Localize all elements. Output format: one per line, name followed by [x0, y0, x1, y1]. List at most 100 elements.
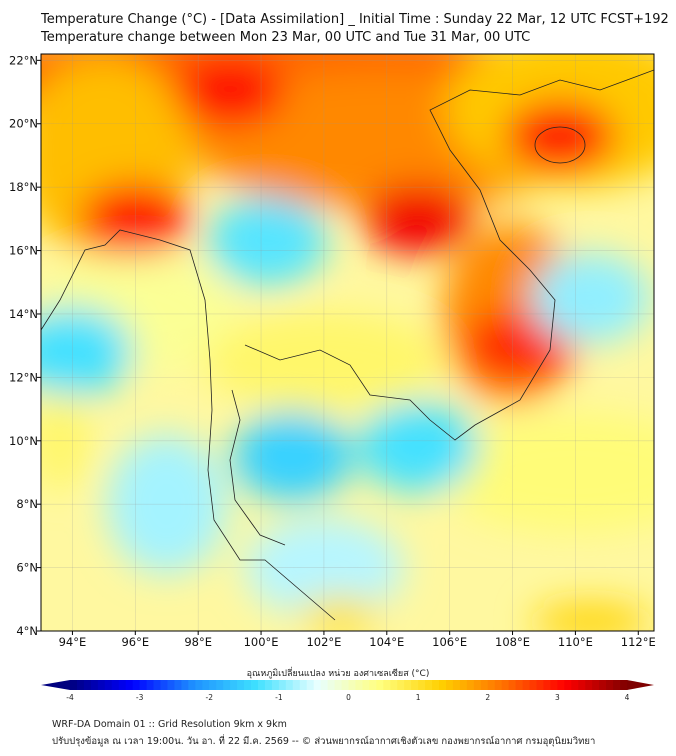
- colorbar-swatch: [278, 680, 287, 690]
- colorbar-swatch: [362, 680, 370, 690]
- field-feature: [463, 310, 574, 381]
- footer-model-info: WRF-DA Domain 01 :: Grid Resolution 9km …: [52, 719, 287, 730]
- colorbar-swatch: [83, 680, 92, 690]
- colorbar-swatch: [571, 680, 579, 690]
- colorbar-label: อุณหภูมิเปลี่ยนแปลง หน่วย องศาเซลเซียส (…: [246, 669, 430, 679]
- field-feature: [207, 196, 328, 287]
- colorbar-min-arrow: [41, 680, 70, 690]
- colorbar-swatch: [202, 680, 210, 690]
- colorbar-swatch: [550, 680, 558, 690]
- colorbar-tick-label: 4: [625, 693, 630, 702]
- field-blobs: [41, 54, 654, 631]
- colorbar-max-arrow: [627, 680, 654, 690]
- colorbar: [41, 680, 654, 690]
- colorbar-swatch: [285, 680, 294, 690]
- colorbar-swatch: [306, 680, 315, 690]
- colorbar-swatch: [480, 680, 489, 690]
- colorbar-swatch: [418, 680, 426, 690]
- field-feature: [174, 57, 285, 128]
- colorbar-swatch: [237, 680, 245, 690]
- field-feature: [363, 183, 474, 254]
- colorbar-swatch: [522, 680, 530, 690]
- y-tick-label: 4°N: [16, 624, 38, 638]
- colorbar-swatch: [592, 680, 600, 690]
- field-layer: [41, 54, 654, 631]
- graticule: [41, 54, 654, 631]
- colorbar-swatch: [188, 680, 196, 690]
- colorbar-swatch: [118, 680, 127, 690]
- colorbar-swatch: [487, 680, 496, 690]
- colorbar-swatch: [452, 680, 461, 690]
- colorbar-swatch: [341, 680, 349, 690]
- field-feature: [80, 183, 191, 254]
- colorbar-swatch: [599, 680, 607, 690]
- y-tick-label: 22°N: [9, 53, 38, 67]
- chart-subtitle: Temperature change between Mon 23 Mar, 0…: [41, 30, 531, 45]
- field-feature: [41, 307, 133, 397]
- x-tick-label: 110°E: [558, 635, 593, 649]
- colorbar-swatch: [459, 680, 468, 690]
- x-tick-label: 100°E: [244, 635, 279, 649]
- colorbar-swatch: [404, 680, 412, 690]
- colorbar-swatch: [543, 680, 551, 690]
- colorbar-swatch: [97, 680, 106, 690]
- colorbar-swatch: [271, 680, 280, 690]
- field-patch: [106, 434, 227, 575]
- west-coastline: [41, 229, 336, 621]
- field-feature: [232, 411, 353, 502]
- colorbar-swatch: [313, 680, 322, 690]
- chart-title: Temperature Change (°C) - [Data Assimila…: [41, 12, 669, 27]
- colorbar-swatch: [445, 680, 454, 690]
- colorbar-swatch: [355, 680, 363, 690]
- colorbar-swatch: [167, 680, 175, 690]
- colorbar-swatch: [397, 680, 405, 690]
- colorbar-swatch: [216, 680, 224, 690]
- colorbar-swatch: [139, 680, 147, 690]
- colorbar-swatch: [181, 680, 189, 690]
- colorbar-swatch: [348, 680, 356, 690]
- colorbar-swatch: [327, 680, 335, 690]
- x-tick-label: 94°E: [59, 635, 87, 649]
- colorbar-swatch: [585, 680, 593, 690]
- colorbar-swatch: [466, 680, 475, 690]
- colorbar-tick-label: -3: [136, 693, 144, 702]
- colorbar-swatch: [383, 680, 391, 690]
- colorbar-swatch: [90, 680, 99, 690]
- field-patch: [41, 390, 90, 491]
- colorbar-swatch: [578, 680, 586, 690]
- y-tick-label: 12°N: [9, 370, 38, 384]
- x-tick-label: 106°E: [432, 635, 467, 649]
- field-feature: [531, 253, 652, 344]
- colorbar-swatch: [515, 680, 523, 690]
- x-tick-label: 104°E: [369, 635, 404, 649]
- colorbar-tick-label: 1: [416, 693, 421, 702]
- x-tick-label: 98°E: [184, 635, 212, 649]
- y-tick-label: 14°N: [9, 307, 38, 321]
- x-tick-label: 96°E: [121, 635, 149, 649]
- colorbar-swatch: [132, 680, 141, 690]
- colorbar-swatch: [439, 680, 447, 690]
- colorbar-swatch: [244, 680, 252, 690]
- colorbar-swatch: [564, 680, 572, 690]
- y-tick-label: 16°N: [9, 244, 38, 258]
- colorbar-swatch: [125, 680, 134, 690]
- colorbar-swatch: [425, 680, 433, 690]
- colorbar-swatch: [299, 680, 308, 690]
- colorbar-swatch: [369, 680, 377, 690]
- x-tick-label: 102°E: [306, 635, 341, 649]
- colorbar-swatch: [536, 680, 544, 690]
- colorbar-ticks: -4 -3 -2 -1 0 1 2 3 4: [66, 693, 629, 702]
- colorbar-swatch: [251, 680, 259, 690]
- colorbar-swatch: [76, 680, 85, 690]
- y-tick-label: 10°N: [9, 434, 38, 448]
- colorbar-swatch: [195, 680, 203, 690]
- colorbar-tick-label: -4: [66, 693, 74, 702]
- y-tick-label: 6°N: [16, 561, 38, 575]
- colorbar-swatch: [557, 680, 565, 690]
- colorbar-swatch: [104, 680, 113, 690]
- colorbar-swatch: [160, 680, 168, 690]
- colorbar-swatch: [230, 680, 238, 690]
- colorbar-swatch: [473, 680, 482, 690]
- colorbar-swatch: [292, 680, 301, 690]
